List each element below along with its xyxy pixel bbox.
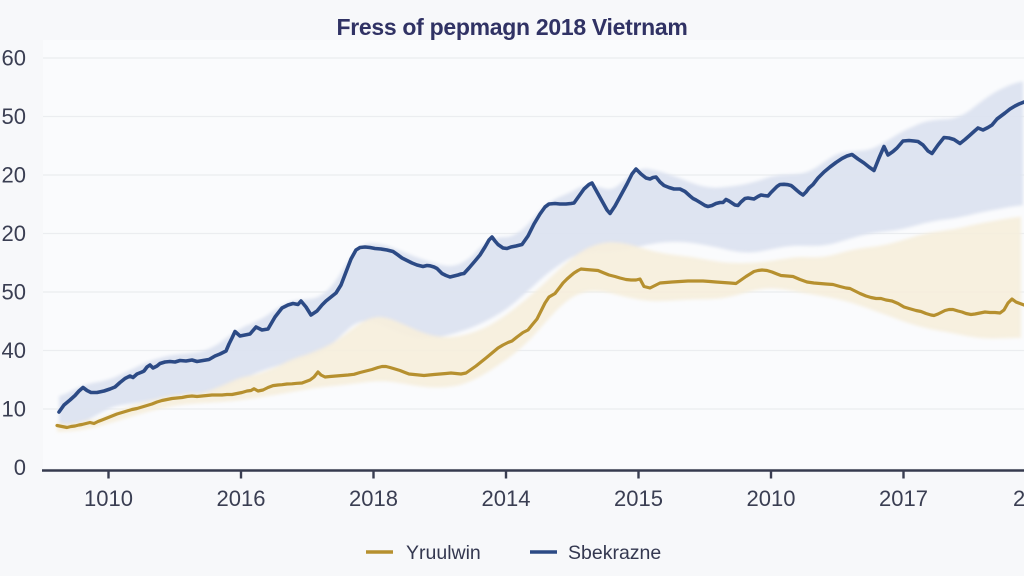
svg-text:Sbekrazne: Sbekrazne <box>568 542 661 564</box>
svg-text:60: 60 <box>2 46 26 71</box>
svg-text:20: 20 <box>2 163 26 188</box>
svg-text:2014: 2014 <box>482 486 531 511</box>
svg-text:2: 2 <box>1013 486 1024 511</box>
svg-text:0: 0 <box>14 455 26 480</box>
svg-text:1010: 1010 <box>84 486 133 511</box>
svg-text:Yruulwin: Yruulwin <box>406 542 481 564</box>
svg-text:2018: 2018 <box>349 486 398 511</box>
svg-text:Fress of pepmagn 2018 Vietrnam: Fress of pepmagn 2018 Vietrnam <box>336 14 687 40</box>
svg-text:2017: 2017 <box>879 486 928 511</box>
svg-text:2010: 2010 <box>747 486 796 511</box>
svg-text:2016: 2016 <box>217 486 266 511</box>
svg-text:10: 10 <box>2 397 26 422</box>
svg-text:20: 20 <box>2 221 26 246</box>
svg-text:50: 50 <box>2 280 26 305</box>
svg-text:50: 50 <box>2 104 26 129</box>
svg-text:40: 40 <box>2 338 26 363</box>
svg-text:2015: 2015 <box>614 486 663 511</box>
